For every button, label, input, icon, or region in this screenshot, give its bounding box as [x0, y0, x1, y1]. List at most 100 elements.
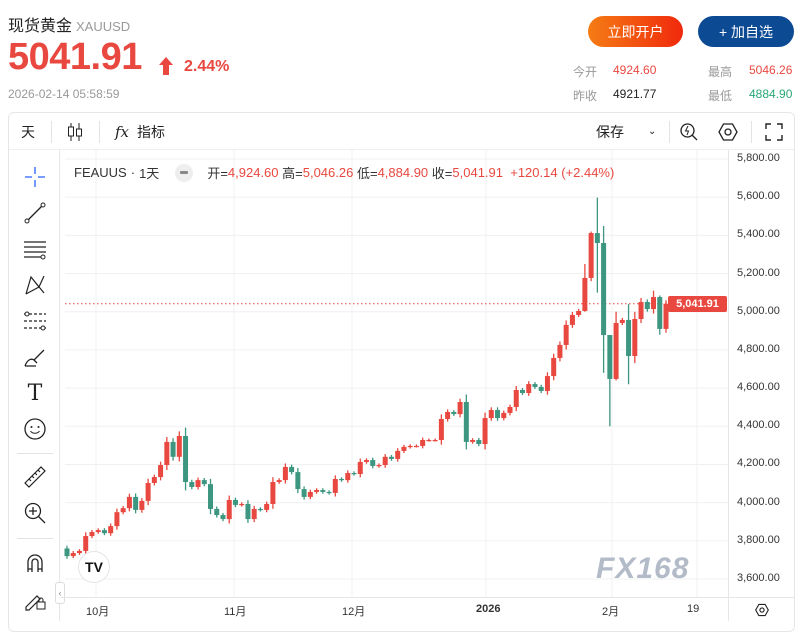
- candle-body: [376, 465, 382, 467]
- brush-tool[interactable]: [22, 344, 48, 370]
- candle-body: [89, 532, 95, 537]
- candle-body: [239, 503, 245, 506]
- crosshair-tool[interactable]: [22, 164, 48, 190]
- horizontal-lines-tool[interactable]: [22, 236, 48, 262]
- legend-high: 5,046.26: [302, 165, 354, 180]
- lock-drawing-tool[interactable]: [22, 586, 48, 612]
- last-price: 5041.91: [8, 36, 142, 78]
- settings-hexagon-icon: [718, 122, 738, 141]
- candle-body: [451, 411, 457, 415]
- text-icon: T: [27, 380, 43, 406]
- candle-body: [326, 491, 332, 494]
- candle-body: [495, 410, 501, 419]
- ruler-tool[interactable]: [22, 464, 48, 490]
- candle-body: [351, 473, 357, 475]
- trend-line-icon: [24, 202, 46, 224]
- candle-body: [83, 536, 89, 551]
- candle-body: [95, 530, 101, 533]
- trend-line-tool[interactable]: [22, 200, 48, 226]
- tv-logo-icon: TV: [85, 559, 103, 575]
- candle-body: [657, 297, 663, 329]
- candle-body: [195, 480, 201, 487]
- candle-body: [120, 508, 126, 513]
- current-price-label: 5,041.91: [668, 295, 727, 312]
- candle-body: [576, 310, 582, 315]
- settings-button[interactable]: [718, 113, 738, 150]
- candle-body: [189, 482, 195, 487]
- add-watchlist-button[interactable]: + 加自选: [698, 16, 794, 47]
- text-tool[interactable]: T: [22, 380, 48, 406]
- candle-type-button[interactable]: [67, 113, 83, 150]
- price-tick-label: 5,000.00: [737, 304, 780, 317]
- hide-legend-button[interactable]: [175, 163, 194, 182]
- quick-search-button[interactable]: [679, 113, 699, 150]
- emoji-tool[interactable]: [22, 416, 48, 442]
- candle-body: [432, 440, 438, 442]
- save-label: 保存: [596, 123, 624, 140]
- candle-body: [108, 526, 114, 534]
- candle-body: [382, 456, 388, 466]
- time-tick-label: 12月: [342, 606, 366, 618]
- settings-hexagon-icon: [754, 603, 769, 616]
- fib-tool[interactable]: [22, 308, 48, 334]
- candle-body: [507, 406, 513, 413]
- chevron-left-icon: ‹: [58, 588, 62, 598]
- candle-body: [320, 490, 326, 492]
- smiley-icon: [24, 418, 46, 440]
- high-value: 5046.26: [749, 63, 793, 77]
- candle-body: [170, 441, 176, 457]
- candle-body: [220, 515, 226, 520]
- price-tick-label: 4,200.00: [737, 457, 780, 470]
- price-tick-label: 5,600.00: [737, 190, 780, 203]
- candle-body: [663, 303, 669, 329]
- candle-body: [420, 440, 426, 446]
- pattern-tool[interactable]: [22, 272, 48, 298]
- legend-low-label: 低=: [356, 166, 378, 181]
- minus-icon: [180, 171, 189, 174]
- candle-body: [214, 508, 220, 516]
- axis-settings-button[interactable]: [728, 597, 794, 621]
- price-tick-label: 4,800.00: [737, 342, 780, 355]
- candle-body: [345, 473, 351, 481]
- save-button[interactable]: 保存 ⌄: [596, 113, 656, 150]
- fx168-watermark: FX168: [596, 552, 690, 585]
- candle-body: [139, 500, 145, 510]
- price-tick-label: 4,000.00: [737, 495, 780, 508]
- time-axis[interactable]: 10月 11月 12月 2026 2月 19: [60, 597, 728, 621]
- prev-close-label: 昨收: [573, 89, 598, 103]
- chart-legend: FEAUUS · 1天 开= 4,924.60 高= 5,046.26 低= 4,884.…: [74, 163, 615, 182]
- candle-body: [482, 418, 488, 445]
- legend-change: +120.14 (+2.44%): [510, 165, 615, 180]
- candle-body: [70, 553, 76, 557]
- low-value: 4884.90: [749, 87, 793, 101]
- fullscreen-button[interactable]: [765, 113, 783, 150]
- candle-body: [476, 440, 482, 445]
- lightning-search-icon: [680, 122, 698, 140]
- prev-close-value: 4921.77: [613, 87, 657, 101]
- indicators-button[interactable]: fx 指标: [115, 113, 165, 150]
- high-label: 最高: [708, 65, 733, 79]
- ruler-icon: [24, 466, 46, 488]
- open-account-button[interactable]: 立即开户: [588, 16, 683, 47]
- interval-button[interactable]: 天: [21, 123, 35, 140]
- zoom-tool[interactable]: [22, 500, 48, 526]
- candle-body: [607, 335, 613, 379]
- candle-body: [289, 466, 295, 473]
- candle-body: [164, 441, 170, 466]
- instrument-symbol: XAUUSD: [76, 19, 131, 34]
- horizontal-lines-icon: [24, 241, 46, 260]
- change-percent: 2.44%: [184, 58, 230, 75]
- drawing-toolbar: T: [9, 150, 60, 621]
- price-axis[interactable]: 5,800.00 5,600.00 5,400.00 5,200.00 5,000.00…: [728, 150, 794, 597]
- timestamp: 2026-02-14 05:58:59: [8, 87, 120, 101]
- candle-body: [257, 508, 263, 511]
- price-tick-label: 3,800.00: [737, 533, 780, 546]
- collapse-toolbar-button[interactable]: ‹: [55, 582, 65, 604]
- tradingview-logo[interactable]: TV: [78, 551, 110, 583]
- magnet-tool[interactable]: [22, 550, 48, 576]
- candle-body: [457, 402, 463, 415]
- price-tick-label: 4,600.00: [737, 381, 780, 394]
- candle-body: [158, 465, 164, 478]
- zoom-in-icon: [24, 502, 46, 524]
